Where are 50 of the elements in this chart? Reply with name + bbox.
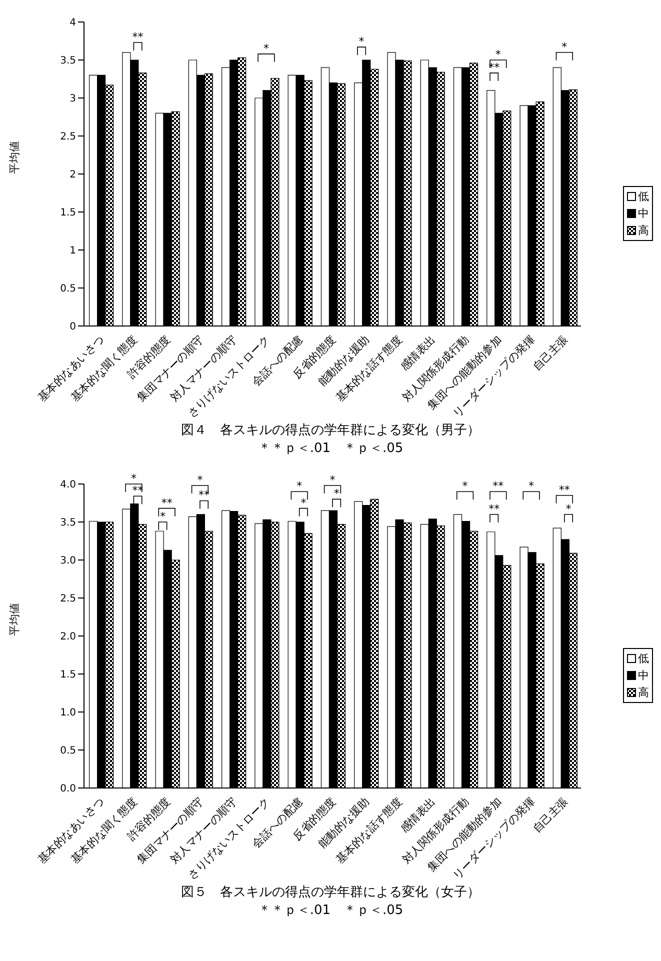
annotation: *: [462, 480, 468, 493]
y-tick-label: 3.0: [60, 556, 76, 567]
text: 図４ 各スキルの得点の学年群による変化（男子）: [180, 422, 481, 440]
annotation: *: [130, 472, 137, 485]
legend-label: 中: [638, 668, 649, 682]
annotation: *: [330, 474, 336, 487]
annotation: **: [492, 480, 504, 493]
annotation: **: [161, 496, 173, 510]
annotation: **: [558, 483, 570, 496]
annotation: *: [300, 496, 307, 510]
y-axis-title: 平均値: [8, 141, 21, 174]
annotation: **: [132, 30, 144, 44]
y-tick-label: 0.0: [60, 784, 76, 795]
legend-label: 低: [638, 188, 649, 204]
legend-label: 中: [638, 206, 649, 220]
y-tick-label: 0.5: [60, 746, 76, 757]
y-axis-title: 平均値: [8, 603, 21, 636]
y-tick-label: 4.0: [60, 480, 76, 491]
annotation: *: [160, 510, 166, 523]
annotation: *: [528, 480, 535, 493]
annotation: *: [562, 40, 568, 54]
y-tick-label: 2.0: [60, 632, 76, 643]
y-tick-label: 2: [70, 170, 76, 181]
text: 図５ 各スキルの得点の学年群による変化（女子）: [180, 884, 481, 902]
legend-label: 高: [638, 684, 649, 700]
annotation: *: [566, 502, 572, 516]
y-tick-label: 3.5: [60, 518, 76, 529]
y-tick-label: 0.5: [60, 284, 76, 295]
annotation: **: [488, 502, 500, 516]
legend-label: 低: [638, 650, 649, 666]
annotation: *: [197, 474, 204, 487]
text: ＊＊ｐ＜.01 ＊ｐ＜.05: [256, 440, 404, 458]
y-tick-label: 1.5: [60, 208, 76, 219]
annotation: *: [296, 480, 303, 493]
text: ＊＊ｐ＜.01 ＊ｐ＜.05: [256, 902, 404, 920]
y-tick-label: 2.5: [60, 132, 76, 143]
y-tick-label: 1: [70, 246, 76, 257]
annotation: *: [495, 48, 502, 61]
y-tick-label: 4: [70, 18, 76, 29]
annotation: *: [334, 487, 340, 500]
y-tick-label: 0: [70, 322, 76, 333]
annotation: *: [358, 35, 365, 48]
y-tick-label: 1.0: [60, 708, 76, 719]
y-tick-label: 3.5: [60, 56, 76, 67]
legend-label: 高: [638, 222, 649, 238]
annotation: **: [198, 488, 210, 502]
y-tick-label: 3: [70, 94, 76, 105]
y-tick-label: 2.5: [60, 594, 76, 605]
y-tick-label: 1.5: [60, 670, 76, 681]
annotation: *: [263, 42, 270, 55]
